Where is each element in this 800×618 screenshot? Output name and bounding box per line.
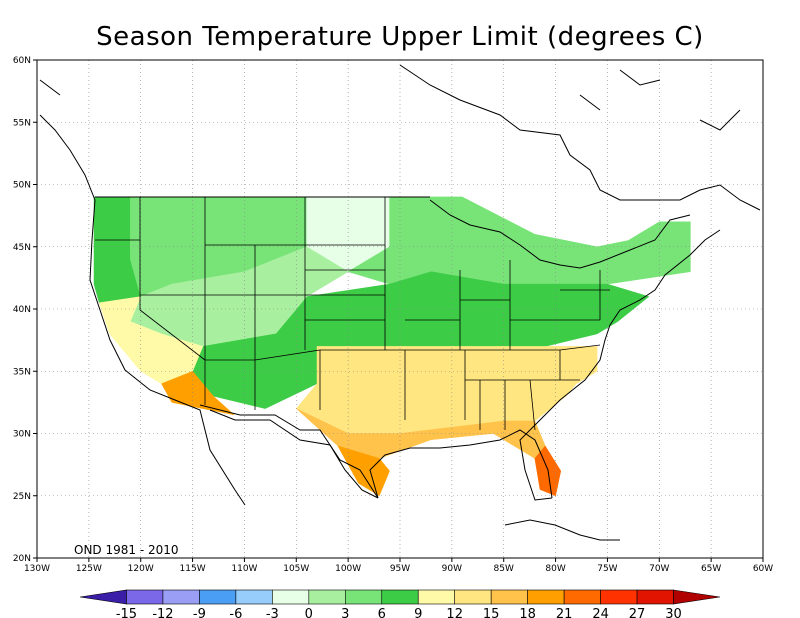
lon-tick-label: 90W bbox=[442, 564, 462, 574]
temperature-shading bbox=[93, 196, 691, 497]
colorbar-label: 6 bbox=[378, 607, 386, 618]
lon-tick-label: 100W bbox=[335, 564, 361, 574]
colorbar-label: 27 bbox=[629, 607, 646, 618]
colorbar-label: -12 bbox=[152, 607, 173, 618]
lon-tick-label: 110W bbox=[231, 564, 257, 574]
lat-tick-label: 20N bbox=[13, 554, 31, 564]
lon-tick-label: 75W bbox=[597, 564, 617, 574]
lon-tick-label: 70W bbox=[649, 564, 669, 574]
state-borders bbox=[95, 197, 610, 431]
lat-tick-label: 55N bbox=[13, 118, 31, 128]
colorbar-label: 15 bbox=[483, 607, 500, 618]
colorbar-cell bbox=[272, 589, 310, 605]
lon-tick-label: 120W bbox=[128, 564, 154, 574]
colorbar-cell bbox=[199, 589, 237, 605]
lat-tick-label: 30N bbox=[13, 430, 31, 440]
colorbar-label: 3 bbox=[341, 607, 349, 618]
colorbar-label: -15 bbox=[116, 607, 137, 618]
lon-tick-label: 130W bbox=[24, 564, 50, 574]
colorbar-label: -6 bbox=[229, 607, 242, 618]
colorbar-label: -3 bbox=[266, 607, 279, 618]
colorbar-label: 21 bbox=[556, 607, 573, 618]
colorbar-cell bbox=[79, 589, 127, 605]
colorbar-cell bbox=[490, 589, 528, 605]
us-mexico-border bbox=[199, 404, 379, 499]
lon-tick-label: 105W bbox=[283, 564, 309, 574]
lat-lon-grid bbox=[37, 60, 763, 558]
colorbar-cell bbox=[344, 589, 383, 605]
colorbar-cell bbox=[126, 589, 164, 605]
alaska-canada-coast bbox=[39, 64, 761, 211]
colorbar-cell bbox=[162, 589, 200, 605]
colorbar-cell bbox=[308, 589, 346, 605]
region-southern-arizona bbox=[161, 371, 235, 416]
latitude-labels: 20N 25N 30N 35N 40N 45N 50N 55N 60N bbox=[13, 56, 37, 564]
coastlines-and-borders bbox=[39, 64, 761, 541]
lon-tick-label: 85W bbox=[494, 564, 514, 574]
lat-tick-label: 40N bbox=[13, 305, 31, 315]
region-new-england bbox=[597, 221, 691, 248]
lat-tick-label: 35N bbox=[13, 367, 31, 377]
colorbar-cell bbox=[381, 589, 419, 605]
colorbar-cell bbox=[417, 589, 456, 605]
lon-tick-label: 125W bbox=[76, 564, 102, 574]
lat-tick-label: 45N bbox=[13, 243, 31, 253]
colorbar-cell bbox=[563, 589, 601, 605]
lat-tick-label: 50N bbox=[13, 181, 31, 191]
colorbar-label: 24 bbox=[592, 607, 609, 618]
lon-tick-label: 65W bbox=[701, 564, 721, 574]
us-coastline bbox=[89, 199, 721, 506]
longitude-labels: 130W 125W 120W 115W 110W 105W 100W 95W 90W 85W 80W… bbox=[24, 558, 773, 574]
colorbar-cell bbox=[600, 589, 638, 605]
lon-tick-label: 80W bbox=[545, 564, 565, 574]
lat-tick-label: 60N bbox=[13, 56, 31, 66]
colorbar-cell bbox=[454, 589, 492, 605]
colorbar-cell bbox=[636, 589, 674, 605]
region-california-central bbox=[98, 296, 204, 384]
colorbar-cell bbox=[673, 589, 721, 605]
lon-tick-label: 95W bbox=[390, 564, 410, 574]
colorbar-label: 9 bbox=[414, 607, 422, 618]
lon-tick-label: 115W bbox=[180, 564, 206, 574]
colorbar-label: 12 bbox=[446, 607, 463, 618]
colorbar-label: -9 bbox=[193, 607, 206, 618]
lon-tick-label: 60W bbox=[753, 564, 773, 574]
lat-tick-label: 25N bbox=[13, 492, 31, 502]
region-southeast bbox=[441, 358, 588, 422]
colorbar-cell bbox=[235, 589, 273, 605]
map-title: Season Temperature Upper Limit (degrees … bbox=[96, 22, 704, 52]
colorbar: -15 -12 -9 -6 -3 0 3 6 9 12 15 18 21 24 27 30 bbox=[79, 589, 721, 618]
colorbar-label: 18 bbox=[519, 607, 536, 618]
region-great-lakes bbox=[347, 196, 691, 285]
colorbar-label: 0 bbox=[305, 607, 313, 618]
colorbar-cell bbox=[527, 589, 565, 605]
cuba-coast bbox=[504, 519, 620, 541]
colorbar-label: 30 bbox=[665, 607, 682, 618]
period-label: OND 1981 - 2010 bbox=[74, 543, 179, 557]
